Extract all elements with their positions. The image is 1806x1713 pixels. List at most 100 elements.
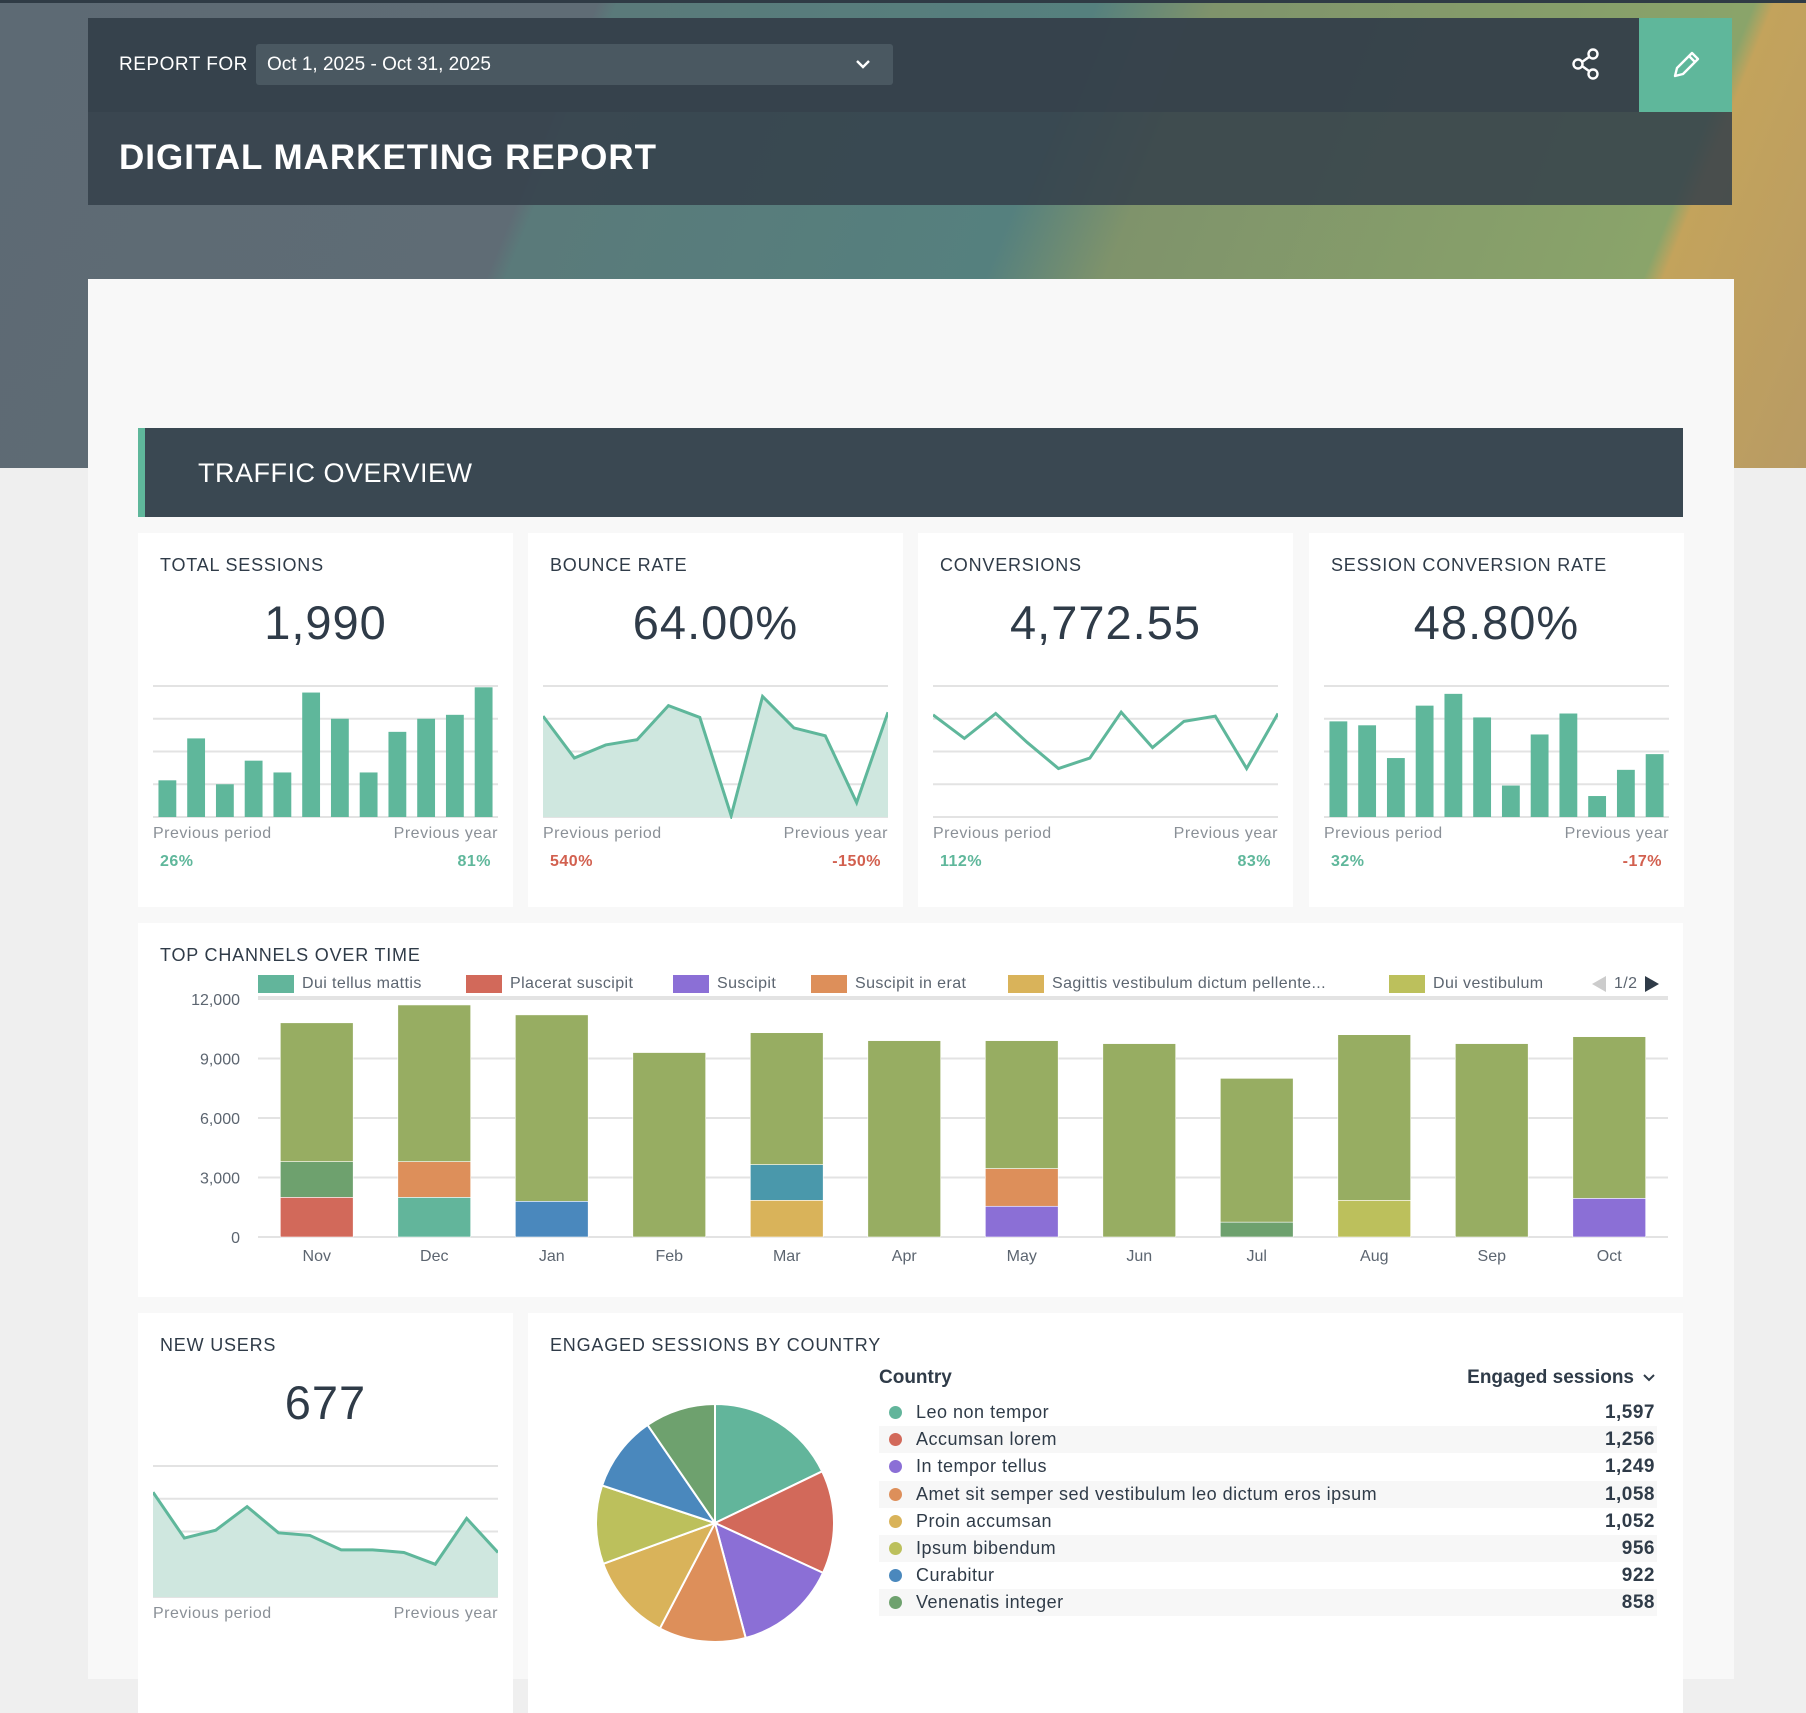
country-color-dot xyxy=(889,1406,902,1419)
spark-bar xyxy=(1617,770,1635,817)
country-name: In tempor tellus xyxy=(916,1456,1047,1477)
spark-bar xyxy=(1559,714,1577,817)
previous-year-change: 83% xyxy=(1237,853,1271,871)
table-row[interactable]: Ipsum bibendum 956 xyxy=(879,1535,1657,1562)
bar-segment xyxy=(868,1041,941,1237)
country-name: Amet sit semper sed vestibulum leo dictu… xyxy=(916,1484,1377,1505)
engaged-sessions-value: 1,256 xyxy=(1605,1429,1655,1451)
x-tick-label: May xyxy=(1007,1248,1037,1265)
previous-period-label: Previous period xyxy=(153,1605,272,1623)
x-tick-label: Jul xyxy=(1247,1248,1267,1265)
kpi-card: TOTAL SESSIONS 1,990 Previous period Pre… xyxy=(138,533,513,907)
bar-segment xyxy=(280,1023,353,1162)
share-icon[interactable] xyxy=(1568,46,1604,82)
bar-segment xyxy=(1220,1222,1293,1237)
spark-bar xyxy=(216,784,234,817)
column-header-country[interactable]: Country xyxy=(879,1367,952,1389)
bar-segment xyxy=(515,1201,588,1237)
spark-bar xyxy=(302,693,320,817)
country-color-dot xyxy=(889,1569,902,1582)
spark-bar xyxy=(1387,758,1405,817)
previous-period-label: Previous period xyxy=(543,825,662,843)
bar-segment xyxy=(1573,1198,1646,1237)
kpi-value: 677 xyxy=(138,1375,513,1430)
spark-bar xyxy=(273,772,291,817)
kpi-title: SESSION CONVERSION RATE xyxy=(1331,555,1607,576)
x-tick-label: Sep xyxy=(1478,1248,1507,1265)
x-tick-label: Aug xyxy=(1360,1248,1388,1265)
kpi-value: 4,772.55 xyxy=(918,595,1293,650)
engaged-sessions-value: 922 xyxy=(1622,1565,1655,1587)
bar-segment xyxy=(515,1015,588,1201)
engaged-sessions-value: 1,597 xyxy=(1605,1402,1655,1424)
spark-bar xyxy=(1444,694,1462,817)
country-name: Leo non tempor xyxy=(916,1402,1049,1423)
previous-period-change: 26% xyxy=(160,853,194,871)
section-title: TRAFFIC OVERVIEW xyxy=(198,458,473,489)
table-row[interactable]: In tempor tellus 1,249 xyxy=(879,1453,1657,1480)
country-name: Ipsum bibendum xyxy=(916,1538,1056,1559)
header-toolbar: REPORT FOR Oct 1, 2025 - Oct 31, 2025 xyxy=(88,18,1732,112)
previous-period-change: 32% xyxy=(1331,853,1365,871)
bar-segment xyxy=(1338,1200,1411,1237)
engaged-sessions-title: ENGAGED SESSIONS BY COUNTRY xyxy=(550,1335,881,1356)
previous-period-change: 540% xyxy=(550,853,593,871)
spark-line xyxy=(933,712,1278,768)
spark-bar xyxy=(1358,725,1376,817)
spark-bar xyxy=(245,761,263,817)
x-tick-label: Nov xyxy=(303,1248,331,1265)
previous-year-label: Previous year xyxy=(394,1605,498,1623)
y-tick-label: 6,000 xyxy=(200,1111,240,1128)
x-tick-label: Jan xyxy=(539,1248,565,1265)
section-header-traffic-overview: TRAFFIC OVERVIEW xyxy=(138,428,1683,517)
country-color-dot xyxy=(889,1596,902,1609)
previous-period-label: Previous period xyxy=(933,825,1052,843)
engaged-sessions-pie xyxy=(590,1398,840,1648)
top-channels-card: TOP CHANNELS OVER TIME Dui tellus mattis… xyxy=(138,923,1683,1297)
report-for-label: REPORT FOR xyxy=(119,54,248,76)
bar-segment xyxy=(633,1053,706,1237)
y-tick-label: 12,000 xyxy=(191,992,240,1009)
edit-button[interactable] xyxy=(1639,18,1732,112)
previous-year-label: Previous year xyxy=(784,825,888,843)
spark-bar xyxy=(1473,717,1491,817)
kpi-value: 48.80% xyxy=(1309,595,1684,650)
column-header-engaged-sessions[interactable]: Engaged sessions xyxy=(1467,1367,1656,1389)
x-tick-label: Oct xyxy=(1597,1248,1622,1265)
x-tick-label: Feb xyxy=(655,1248,683,1265)
previous-year-label: Previous year xyxy=(394,825,498,843)
table-row[interactable]: Leo non tempor 1,597 xyxy=(879,1399,1657,1426)
spark-bar xyxy=(187,738,205,817)
bar-segment xyxy=(985,1206,1058,1237)
country-color-dot xyxy=(889,1433,902,1446)
kpi-title: BOUNCE RATE xyxy=(550,555,687,576)
kpi-title: TOTAL SESSIONS xyxy=(160,555,324,576)
spark-bar xyxy=(331,719,349,817)
spark-bar xyxy=(475,687,493,817)
table-row[interactable]: Amet sit semper sed vestibulum leo dictu… xyxy=(879,1481,1657,1508)
report-header: REPORT FOR Oct 1, 2025 - Oct 31, 2025 DI… xyxy=(88,18,1732,205)
engaged-sessions-value: 1,249 xyxy=(1605,1456,1655,1478)
engaged-sessions-value: 1,052 xyxy=(1605,1511,1655,1533)
bar-segment xyxy=(750,1200,823,1237)
kpi-title: NEW USERS xyxy=(160,1335,276,1356)
spark-bar xyxy=(1646,754,1664,817)
country-name: Accumsan lorem xyxy=(916,1429,1057,1450)
kpi-title: CONVERSIONS xyxy=(940,555,1082,576)
spark-bar xyxy=(446,715,464,817)
previous-period-change: 112% xyxy=(940,853,982,871)
previous-year-label: Previous year xyxy=(1174,825,1278,843)
y-tick-label: 9,000 xyxy=(200,1052,240,1069)
spark-area xyxy=(153,1492,498,1597)
date-range-dropdown[interactable]: Oct 1, 2025 - Oct 31, 2025 xyxy=(256,44,893,85)
spark-bar xyxy=(417,719,435,817)
engaged-sessions-value: 956 xyxy=(1622,1538,1655,1560)
engaged-sessions-header-label: Engaged sessions xyxy=(1467,1367,1634,1389)
previous-period-label: Previous period xyxy=(1324,825,1443,843)
bar-segment xyxy=(1573,1037,1646,1199)
table-row[interactable]: Accumsan lorem 1,256 xyxy=(879,1426,1657,1453)
bar-segment xyxy=(750,1165,823,1201)
